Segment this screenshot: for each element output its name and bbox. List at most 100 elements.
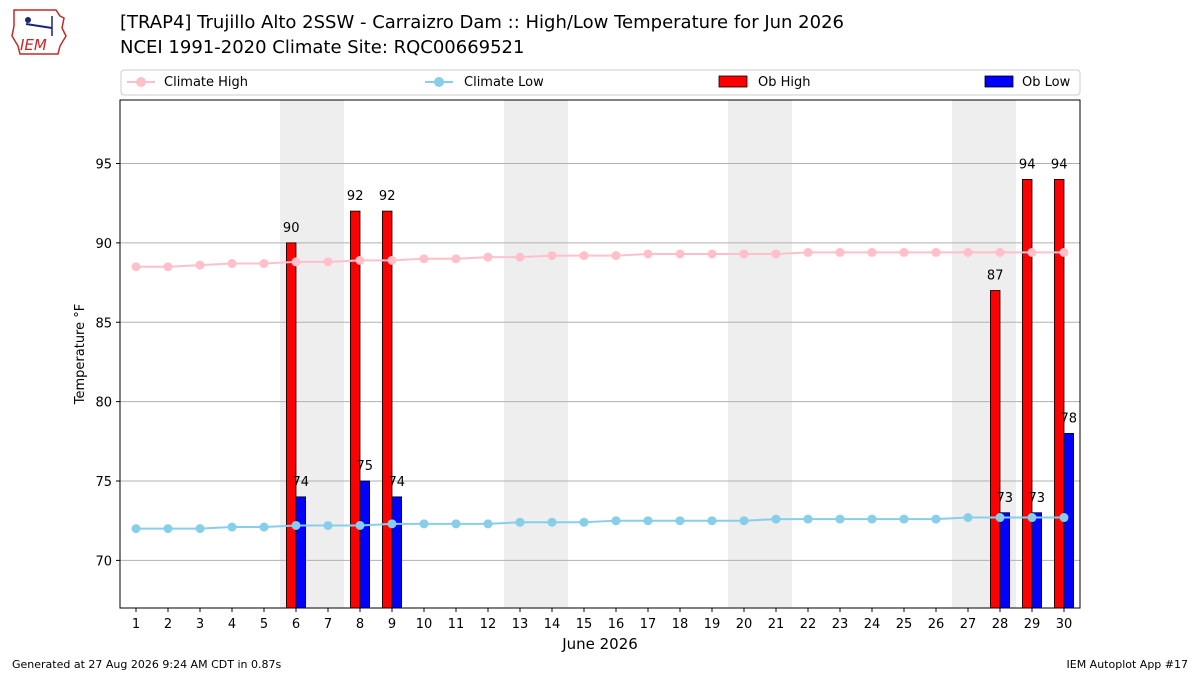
weekend-band — [504, 100, 536, 608]
climate-low-point — [867, 514, 877, 524]
x-tick-label: 1 — [132, 617, 140, 632]
y-tick-label: 85 — [95, 316, 112, 331]
x-tick-label: 2 — [164, 617, 172, 632]
legend-climate-low-label: Climate Low — [464, 75, 544, 90]
climate-low-point — [515, 517, 525, 527]
climate-low-point — [739, 516, 749, 526]
climate-low-point — [163, 524, 173, 534]
climate-low-point — [963, 513, 973, 523]
legend-climate-low-marker — [434, 77, 444, 87]
climate-high-point — [515, 252, 525, 262]
x-tick-label: 16 — [608, 617, 625, 632]
x-tick-label: 11 — [448, 617, 465, 632]
x-tick-label: 15 — [576, 617, 593, 632]
climate-high-point — [835, 247, 845, 257]
climate-low-point — [483, 519, 493, 529]
x-tick-label: 19 — [704, 617, 721, 632]
logo-text: IEM — [20, 36, 47, 54]
x-tick-label: 25 — [896, 617, 913, 632]
ob-low-label: 73 — [997, 491, 1014, 506]
climate-low-point — [995, 513, 1005, 523]
climate-high-point — [899, 247, 909, 257]
ob-low-label: 78 — [1061, 411, 1078, 426]
app-id: IEM Autoplot App #17 — [1066, 658, 1189, 671]
ob-low-bar — [999, 512, 1011, 609]
legend-climate-high-label: Climate High — [164, 75, 248, 90]
x-tick-label: 13 — [512, 617, 529, 632]
ob-high-bar — [990, 290, 1001, 609]
plot-frame — [119, 99, 1081, 609]
x-tick-label: 14 — [544, 617, 561, 632]
iem-logo: IEM — [11, 9, 67, 55]
legend-climate-high-marker — [136, 77, 146, 87]
weekend-band — [728, 100, 760, 608]
climate-high-point — [1027, 247, 1037, 257]
climate-low-point — [771, 514, 781, 524]
y-axis: 70 75 80 85 90 95 — [95, 158, 120, 569]
ob-high-label: 87 — [987, 269, 1004, 284]
x-tick-label: 20 — [736, 617, 753, 632]
climate-low-point — [227, 522, 237, 532]
x-tick-label: 24 — [864, 617, 881, 632]
climate-low-point — [899, 514, 909, 524]
climate-low-point — [259, 522, 269, 532]
climate-high-point — [195, 260, 205, 270]
x-tick-label: 8 — [356, 617, 364, 632]
ob-low-label: 74 — [293, 475, 310, 490]
legend-ob-low-label: Ob Low — [1022, 75, 1071, 90]
climate-low-point — [291, 520, 301, 530]
weekend-bands — [280, 100, 1016, 608]
x-tick-label: 10 — [416, 617, 433, 632]
climate-high-point — [771, 249, 781, 259]
ob-low-bar — [391, 496, 403, 609]
ob-low-bar — [359, 480, 371, 609]
legend-ob-high-label: Ob High — [758, 75, 811, 90]
legend-ob-low-swatch — [984, 75, 1014, 88]
generated-timestamp: Generated at 27 Aug 2026 9:24 AM CDT in … — [12, 658, 282, 671]
climate-high-point — [547, 251, 557, 261]
climate-high-point — [451, 254, 461, 264]
weekend-band — [312, 100, 344, 608]
climate-high-point — [643, 249, 653, 259]
climate-low-point — [611, 516, 621, 526]
climate-low-point — [931, 514, 941, 524]
x-tick-label: 23 — [832, 617, 849, 632]
climate-low-point — [1059, 513, 1069, 523]
climate-low-line — [136, 516, 1064, 530]
x-tick-label: 4 — [228, 617, 236, 632]
ob-low-bar — [1031, 512, 1043, 609]
x-tick-label: 17 — [640, 617, 657, 632]
weekend-band — [536, 100, 568, 608]
x-tick-label: 18 — [672, 617, 689, 632]
climate-high-point — [227, 259, 237, 269]
y-tick-label: 80 — [95, 396, 112, 411]
climate-high-point — [355, 255, 365, 265]
climate-low-point — [131, 524, 141, 534]
ob-high-bar — [1054, 178, 1065, 609]
x-tick-label: 30 — [1056, 617, 1073, 632]
x-tick-label: 28 — [992, 617, 1009, 632]
y-tick-label: 90 — [95, 237, 112, 252]
climate-high-point — [995, 247, 1005, 257]
climate-lines — [131, 247, 1069, 534]
climate-high-point — [611, 251, 621, 261]
ob-high-label: 94 — [1019, 157, 1036, 172]
climate-high-line — [136, 251, 1064, 268]
ob-high-label: 94 — [1051, 157, 1068, 172]
climate-high-point — [1059, 247, 1069, 257]
ob-high-label: 90 — [283, 221, 300, 236]
ob-high-label: 92 — [347, 189, 364, 204]
chart-title: [TRAP4] Trujillo Alto 2SSW - Carraizro D… — [120, 12, 844, 33]
bar-value-labels: 90 92 92 87 94 94 74 75 74 73 73 78 — [283, 157, 1077, 505]
x-tick-label: 27 — [960, 617, 977, 632]
gridlines — [120, 163, 1080, 561]
climate-high-point — [579, 251, 589, 261]
climate-high-point — [707, 249, 717, 259]
climate-low-point — [707, 516, 717, 526]
climate-high-point — [483, 252, 493, 262]
ob-high-label: 92 — [379, 189, 396, 204]
x-tick-label: 6 — [292, 617, 300, 632]
climate-low-point — [803, 514, 813, 524]
climate-high-point — [131, 262, 141, 272]
